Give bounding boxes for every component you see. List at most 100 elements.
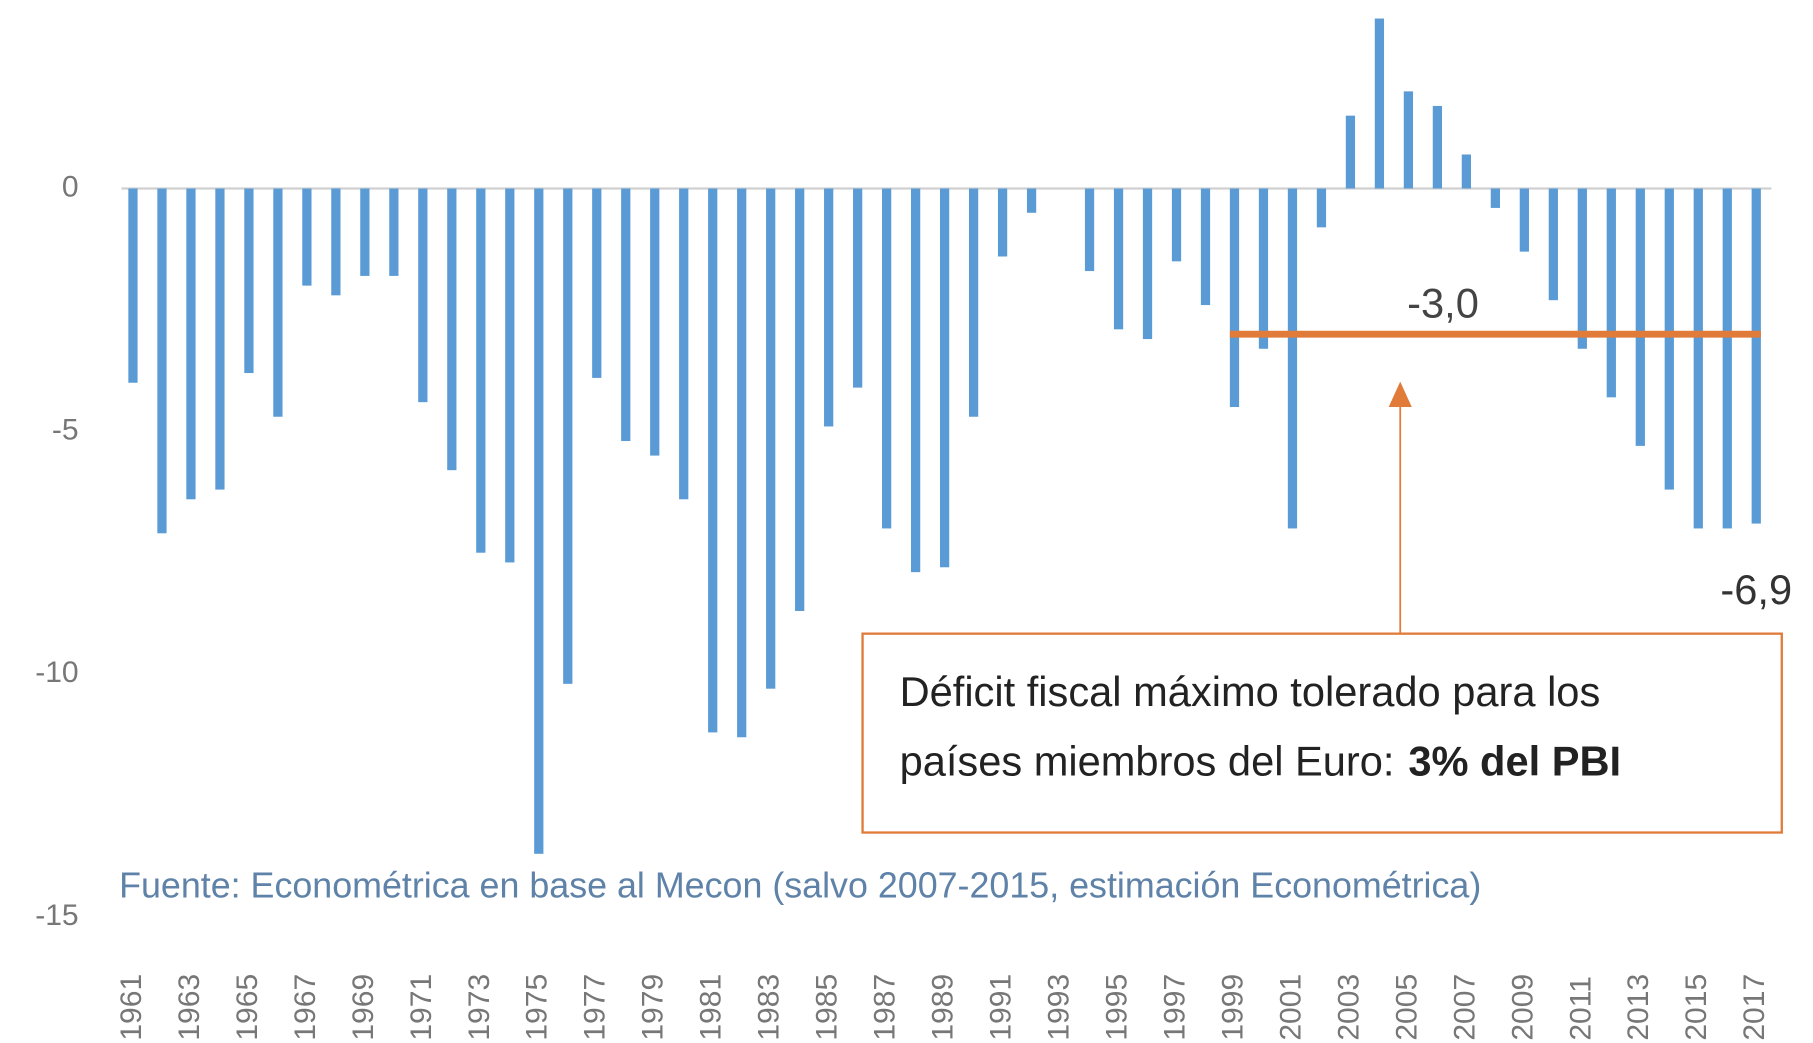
x-tick-label: 1983 xyxy=(753,974,786,1041)
bar xyxy=(737,188,747,738)
bar xyxy=(1490,188,1500,208)
x-tick-label: 1975 xyxy=(521,974,554,1041)
x-tick-label: 1973 xyxy=(463,974,496,1041)
bar xyxy=(1461,154,1472,189)
bar xyxy=(331,188,341,296)
bar xyxy=(1200,188,1211,306)
bar xyxy=(997,188,1008,257)
bar xyxy=(1635,188,1645,446)
bar xyxy=(650,188,660,456)
bar xyxy=(1722,188,1732,529)
bar xyxy=(766,188,776,689)
x-tick-label: 1989 xyxy=(927,974,960,1041)
threshold-label: -3,0 xyxy=(1407,279,1479,326)
bar xyxy=(505,188,515,563)
note-text: países miembros del Euro: 3% del PBI xyxy=(900,737,1622,784)
y-tick-label: -10 xyxy=(35,656,78,689)
x-tick-label: 1993 xyxy=(1042,974,1075,1041)
x-tick-label: 1969 xyxy=(347,974,380,1041)
bar xyxy=(186,188,196,500)
note-text: países miembros del Euro: xyxy=(900,737,1395,784)
bar xyxy=(360,188,370,276)
source-note: Fuente: Econométrica en base al Mecon (s… xyxy=(119,866,1481,906)
bar xyxy=(1229,188,1240,408)
x-tick-label: 1999 xyxy=(1216,974,1249,1041)
y-tick-label: 0 xyxy=(62,170,79,203)
bar xyxy=(1403,91,1414,189)
bar xyxy=(968,188,979,417)
bar xyxy=(476,188,486,553)
bar xyxy=(1432,105,1443,189)
bar xyxy=(795,188,805,611)
x-tick-label: 1971 xyxy=(405,974,438,1041)
bar xyxy=(1258,188,1269,349)
bar xyxy=(215,188,225,490)
bar xyxy=(824,188,834,427)
bar xyxy=(1519,188,1529,252)
bar xyxy=(1751,188,1761,524)
note-text: Déficit fiscal máximo tolerado para los xyxy=(900,668,1601,715)
bar xyxy=(592,188,602,378)
x-tick-label: 1987 xyxy=(869,974,902,1041)
bar xyxy=(1374,18,1385,189)
bar xyxy=(244,188,254,374)
bar xyxy=(1693,188,1703,529)
bar xyxy=(621,188,631,442)
x-tick-label: 1979 xyxy=(637,974,670,1041)
bar xyxy=(534,188,544,854)
bar xyxy=(853,188,863,388)
x-tick-label: 1965 xyxy=(231,974,264,1041)
x-tick-label: 1995 xyxy=(1100,974,1133,1041)
bar xyxy=(1287,188,1298,529)
bar xyxy=(679,188,689,500)
x-tick-label: 2017 xyxy=(1738,974,1771,1041)
x-tick-label: 2001 xyxy=(1274,974,1307,1041)
x-tick-label: 2009 xyxy=(1506,974,1539,1041)
x-tick-label: 1985 xyxy=(811,974,844,1041)
x-tick-label: 1963 xyxy=(173,974,206,1041)
x-tick-label: 1997 xyxy=(1158,974,1191,1041)
bar xyxy=(563,188,573,684)
bar xyxy=(708,188,718,733)
x-tick-label: 2011 xyxy=(1564,976,1597,1041)
x-tick-label: 1981 xyxy=(695,974,728,1041)
bar xyxy=(1316,188,1327,228)
bar xyxy=(910,188,921,573)
note-bold: 3% del PBI xyxy=(1408,737,1621,784)
bar xyxy=(128,188,138,383)
bar xyxy=(273,188,283,417)
bar xyxy=(1664,188,1674,490)
bar xyxy=(1026,188,1037,213)
x-tick-label: 2015 xyxy=(1680,974,1713,1041)
note-box xyxy=(861,632,1783,834)
bar xyxy=(1142,188,1153,340)
bar xyxy=(1577,188,1587,349)
x-tick-label: 1967 xyxy=(289,974,322,1041)
y-tick-label: -5 xyxy=(52,413,79,446)
bar xyxy=(1548,188,1558,301)
x-tick-label: 1977 xyxy=(579,974,612,1041)
value-label: -6,9 xyxy=(1720,566,1792,613)
bar xyxy=(1345,115,1356,189)
x-tick-label: 2005 xyxy=(1390,974,1423,1041)
bar xyxy=(1171,188,1182,262)
x-tick-label: 2003 xyxy=(1332,974,1365,1041)
x-tick-label: 2013 xyxy=(1622,974,1655,1041)
bar xyxy=(302,188,312,286)
x-tick-label: 1961 xyxy=(115,974,148,1041)
bar xyxy=(447,188,457,471)
bar xyxy=(939,188,950,568)
note-arrow-head xyxy=(1388,381,1412,408)
bar xyxy=(389,188,399,276)
y-tick-label: -15 xyxy=(35,899,78,932)
x-tick-label: 2007 xyxy=(1448,974,1481,1041)
bar xyxy=(882,188,892,529)
bar xyxy=(1084,188,1095,272)
bar xyxy=(418,188,428,403)
bar xyxy=(1606,188,1616,398)
bar xyxy=(1113,188,1124,330)
x-tick-label: 1991 xyxy=(985,974,1018,1041)
bar xyxy=(157,188,167,534)
